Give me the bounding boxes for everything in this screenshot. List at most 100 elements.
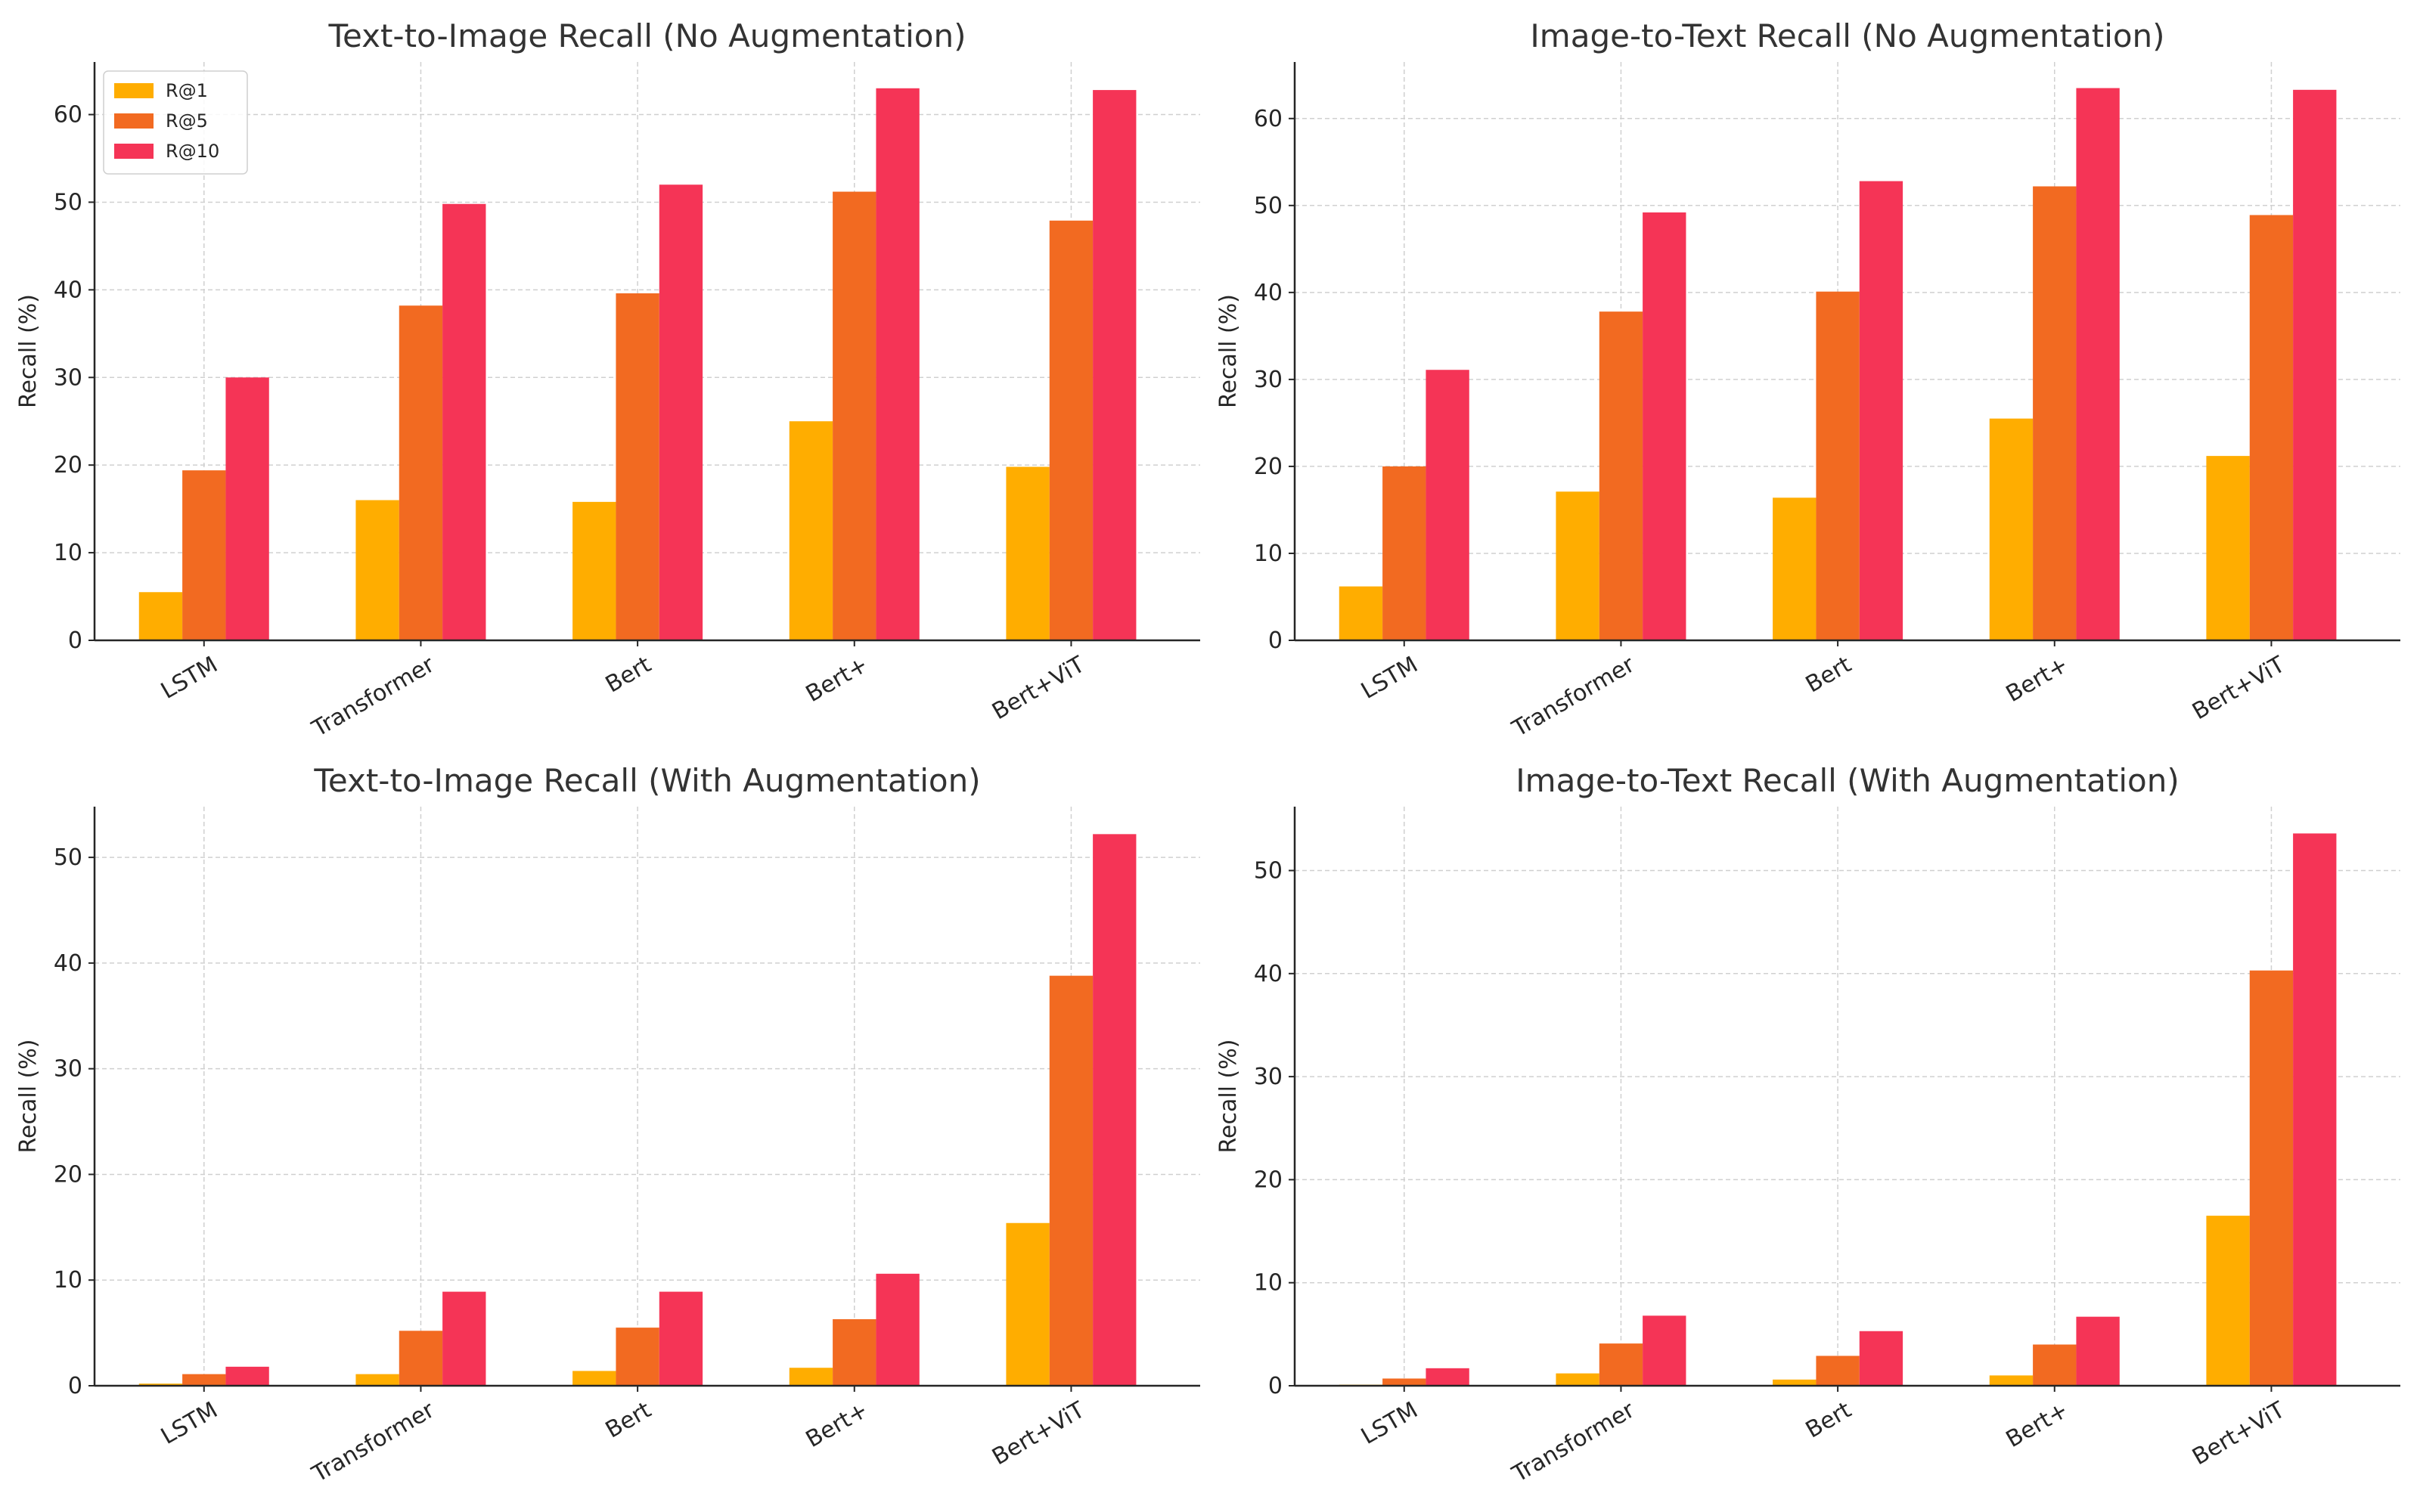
bar	[1816, 1356, 1860, 1386]
bar	[1382, 1378, 1426, 1386]
y-tick-label: 40	[54, 277, 82, 303]
chart-panel-3: 0 10 20 30 40 50 LSTM Transformer Bert Bert+ Bert+…	[15, 762, 1200, 1488]
y-tick-label: 50	[54, 844, 82, 871]
bar	[876, 88, 920, 641]
bar	[2249, 970, 2294, 1386]
bar	[1773, 1379, 1817, 1386]
bar	[1426, 370, 1469, 640]
series-R@1	[1339, 1216, 2250, 1386]
bar	[2033, 1344, 2077, 1386]
series-R@10	[225, 88, 1137, 641]
y-tick-label: 20	[54, 452, 82, 479]
x-tick-label: Transformer	[1507, 651, 1640, 742]
series-R@5	[182, 191, 1094, 641]
bar	[1006, 1222, 1050, 1386]
bar	[1859, 181, 1903, 640]
x-tick-label: Bert	[1801, 1397, 1856, 1444]
y-tick-label: 50	[1254, 193, 1283, 219]
bar	[1339, 586, 1383, 640]
y-axis-label: Recall (%)	[15, 294, 42, 408]
bar	[138, 592, 183, 640]
y-tick-label: 10	[54, 540, 82, 566]
bar	[225, 1366, 269, 1386]
bar	[2293, 833, 2337, 1386]
chart-title: Image-to-Text Recall (With Augmentation)	[1516, 762, 2179, 799]
bar	[1382, 466, 1426, 640]
y-tick-label: 10	[1254, 541, 1283, 567]
bar	[789, 1368, 833, 1386]
bar	[225, 377, 269, 640]
y-tick-label: 10	[1254, 1270, 1283, 1297]
bar	[659, 184, 703, 641]
y-tick-label: 60	[54, 102, 82, 129]
bar	[355, 1374, 399, 1386]
bar	[616, 293, 659, 640]
bar	[2076, 88, 2120, 640]
x-tick-label: LSTM	[1357, 1397, 1423, 1450]
bar	[616, 1328, 659, 1386]
bar	[1093, 834, 1137, 1386]
bar	[2293, 89, 2337, 641]
bar	[2206, 1216, 2250, 1386]
legend-label: R@10	[166, 141, 219, 162]
x-tick-label: Bert+ViT	[988, 1396, 1090, 1470]
bar	[1049, 975, 1094, 1386]
y-axis-label: Recall (%)	[15, 1040, 42, 1154]
bar	[1556, 1373, 1599, 1386]
x-tick-label: LSTM	[157, 1397, 222, 1450]
x-tick-label: Bert	[601, 1397, 656, 1444]
chart-title: Text-to-Image Recall (With Augmentation)	[313, 762, 980, 799]
bar	[1989, 1375, 2034, 1386]
x-tick-label: Transformer	[1507, 1396, 1640, 1488]
bar	[1093, 90, 1137, 640]
x-tick-label: Transformer	[307, 1396, 439, 1488]
legend-label: R@1	[166, 80, 208, 101]
legend-swatch	[114, 83, 154, 98]
series-R@10	[1426, 88, 2337, 641]
y-tick-label: 30	[54, 1056, 82, 1083]
x-tick-label: Transformer	[307, 651, 439, 742]
series-R@1	[1339, 418, 2250, 640]
y-axis-label: Recall (%)	[1215, 1040, 1242, 1154]
y-tick-label: 30	[1254, 367, 1283, 393]
bar	[2249, 215, 2294, 640]
series-R@1	[138, 1222, 1050, 1386]
bar	[1643, 1315, 1686, 1386]
y-tick-label: 40	[54, 950, 82, 977]
chart-panel-2: 0 10 20 30 40 50 60 LSTM Transformer Bert Bert+ Ber…	[1215, 17, 2400, 742]
x-tick-label: LSTM	[157, 652, 222, 705]
series-R@5	[1382, 186, 2294, 640]
y-tick-label: 0	[1268, 627, 1283, 654]
chart-title: Text-to-Image Recall (No Augmentation)	[327, 17, 966, 54]
legend: R@1 R@5 R@10	[103, 70, 248, 175]
bar	[833, 191, 876, 640]
bar	[182, 1374, 226, 1386]
y-tick-label: 40	[1254, 961, 1283, 987]
bar	[2206, 456, 2250, 640]
y-tick-label: 20	[1254, 1167, 1283, 1193]
bar	[1049, 220, 1094, 641]
y-tick-label: 50	[1254, 858, 1283, 885]
bar	[2033, 186, 2077, 640]
y-tick-label: 0	[1268, 1373, 1283, 1399]
bar	[876, 1273, 920, 1386]
series-R@5	[182, 975, 1094, 1386]
legend-label: R@5	[166, 110, 208, 132]
bar	[138, 1383, 183, 1386]
y-tick-label: 0	[68, 627, 82, 654]
series-R@10	[225, 834, 1137, 1386]
x-tick-label: Bert	[601, 652, 656, 699]
legend-swatch	[114, 144, 154, 159]
series-R@5	[1382, 970, 2294, 1386]
y-tick-label: 60	[1254, 106, 1283, 132]
x-tick-label: Bert	[1801, 652, 1856, 699]
y-tick-label: 10	[54, 1267, 82, 1294]
y-tick-label: 50	[54, 189, 82, 215]
bar	[1859, 1331, 1903, 1386]
bar	[1816, 291, 1860, 640]
bar	[1599, 1343, 1643, 1386]
bar	[399, 305, 443, 640]
bar	[659, 1291, 703, 1386]
bar	[2076, 1316, 2120, 1386]
